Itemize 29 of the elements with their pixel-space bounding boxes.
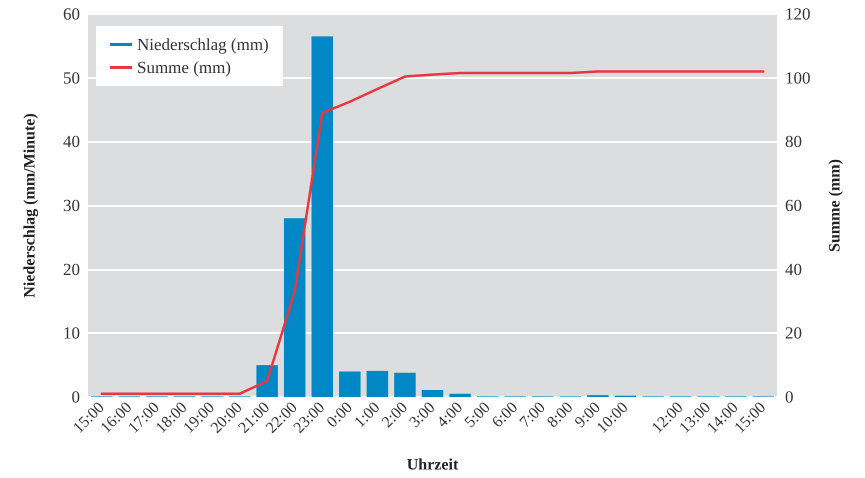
x-axis-title: Uhrzeit: [406, 456, 459, 474]
legend-label: Summe (mm): [137, 58, 231, 77]
y2-axis-title: Summe (mm): [826, 159, 844, 252]
y-tick-label: 60: [63, 4, 80, 24]
y-tick-label: 0: [72, 388, 80, 406]
bar: [366, 370, 388, 397]
y2-tick-label: 80: [785, 132, 802, 152]
legend-label: Niederschlag (mm): [137, 35, 269, 54]
bar: [339, 371, 361, 397]
bar: [394, 372, 416, 397]
bar: [449, 394, 471, 397]
y2-tick-label: 20: [785, 324, 802, 343]
y2-tick-label: 120: [785, 4, 810, 24]
bar: [312, 36, 334, 397]
y-axis-title: Niederschlag (mm/Minute): [22, 113, 38, 298]
y-tick-label: 50: [63, 68, 80, 88]
bar: [422, 390, 444, 397]
y2-tick-label: 100: [785, 68, 810, 88]
x-tick-label: 3:00: [406, 398, 439, 432]
x-tick-label: 5:00: [462, 398, 494, 432]
y2-tick-label: 0: [785, 388, 794, 406]
y-tick-label: 30: [63, 196, 80, 215]
bar: [284, 218, 306, 397]
y2-tick-label: 60: [785, 196, 802, 215]
y-tick-label: 40: [63, 132, 80, 152]
y-tick-label: 20: [63, 260, 80, 279]
y2-tick-label: 40: [785, 260, 802, 279]
x-tick-label: 0:00: [324, 398, 356, 432]
y-tick-label: 10: [63, 324, 80, 343]
